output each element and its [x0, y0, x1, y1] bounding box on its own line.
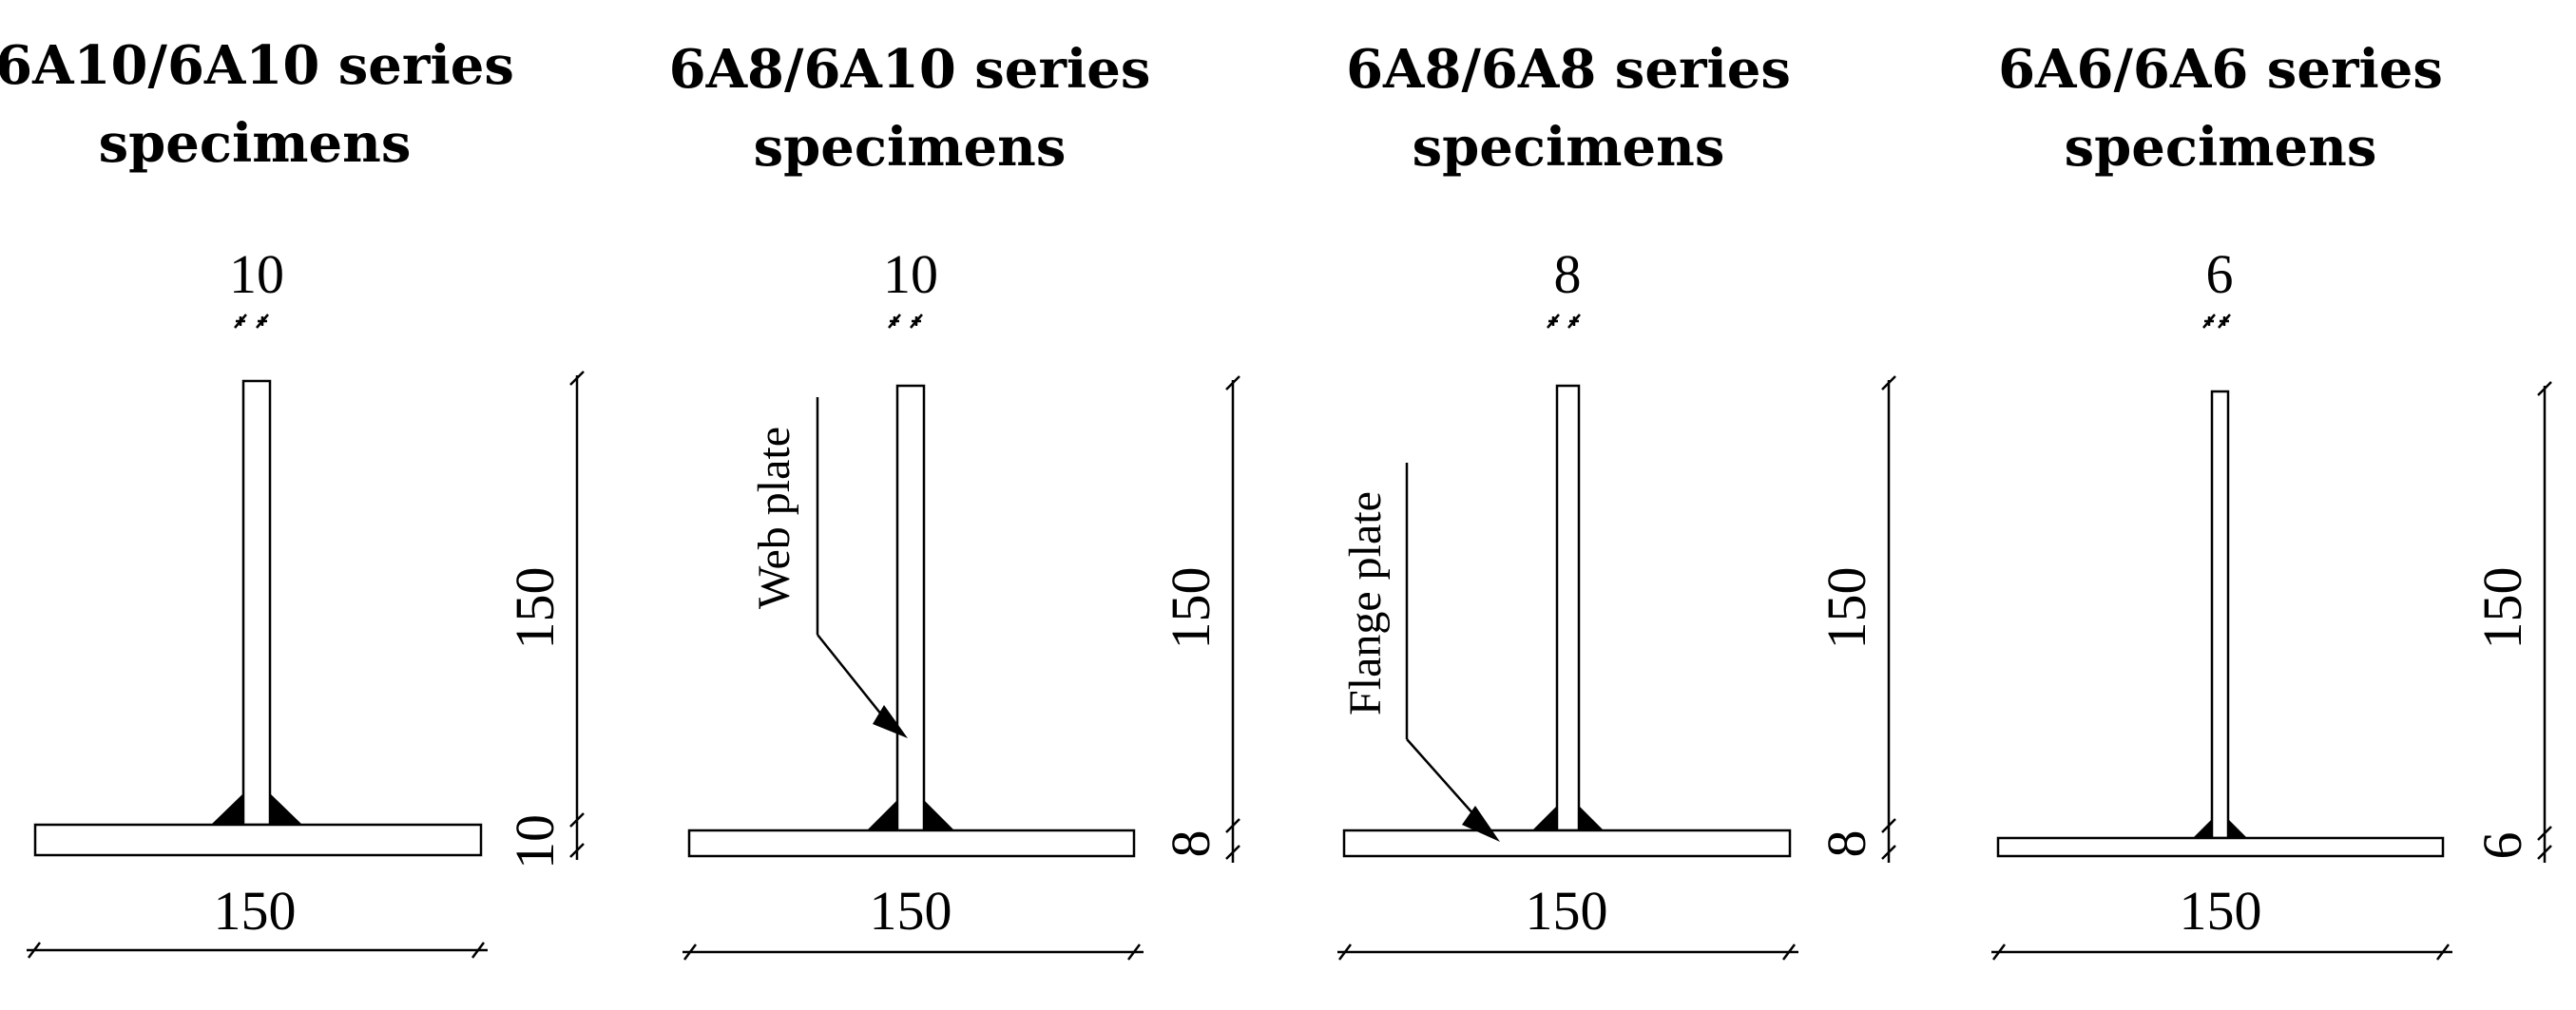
specimen-2: 6A8/6A10 series specimens 10 Web plate 1… — [669, 38, 1240, 961]
web-plate — [241, 379, 272, 827]
web-thickness-label: 10 — [229, 243, 284, 305]
flange-plate — [33, 823, 483, 857]
flange-width-dimension — [1337, 943, 1798, 961]
flange-thickness-label: 8 — [1816, 830, 1877, 858]
web-thickness-label: 6 — [2206, 243, 2234, 305]
web-height-dimension — [569, 371, 585, 860]
flange-width-dimension — [27, 942, 488, 959]
flange-plate — [1342, 829, 1792, 858]
web-thickness-ticks — [888, 314, 923, 329]
specimen-title-line2: specimens — [2065, 116, 2377, 179]
web-plate — [1555, 384, 1581, 832]
specimen-title-line1: 6A8/6A8 series — [1346, 38, 1791, 101]
weld-left — [211, 793, 243, 825]
weld-right — [270, 793, 302, 825]
specimen-3: 6A8/6A8 series specimens 8 Flange plate … — [1337, 38, 1896, 961]
specimen-title-line2: specimens — [99, 112, 412, 175]
specimen-4: 6A6/6A6 series specimens 6 150 6 150 — [1991, 38, 2552, 961]
flange-thickness-label: 8 — [1160, 830, 1221, 858]
flange-thickness-label: 10 — [504, 814, 566, 869]
web-plate — [2210, 390, 2230, 840]
specimen-1: 6A10/6A10 series specimens 10 150 10 150 — [0, 34, 585, 959]
web-plate — [895, 384, 926, 832]
web-height-label: 150 — [1160, 567, 1221, 650]
specimen-title-line1: 6A6/6A6 series — [1998, 38, 2443, 101]
specimen-title-line1: 6A8/6A10 series — [669, 38, 1151, 101]
specimen-title-line1: 6A10/6A10 series — [0, 34, 514, 97]
flange-width-label: 150 — [214, 880, 297, 942]
flange-width-label: 150 — [2180, 880, 2262, 942]
web-height-label: 150 — [2471, 567, 2533, 650]
web-plate-callout: Web plate — [749, 427, 799, 609]
weld-right — [924, 800, 954, 830]
weld-left — [1532, 806, 1557, 830]
weld-right — [2228, 819, 2247, 838]
flange-plate-leader — [1405, 463, 1500, 842]
weld-left — [867, 800, 897, 830]
flange-width-dimension — [1991, 943, 2452, 961]
weld-right — [1579, 806, 1604, 830]
web-thickness-ticks — [2202, 314, 2231, 329]
specimen-title-line2: specimens — [1413, 116, 1725, 179]
web-thickness-label: 8 — [1554, 243, 1582, 305]
web-height-dimension — [1881, 375, 1896, 863]
flange-width-dimension — [682, 943, 1144, 961]
web-thickness-ticks — [234, 314, 269, 329]
specimen-title-line2: specimens — [754, 116, 1067, 179]
flange-width-label: 150 — [870, 880, 952, 942]
flange-plate — [687, 829, 1136, 858]
web-height-dimension — [1225, 375, 1240, 863]
flange-plate-callout: Flange plate — [1340, 491, 1391, 715]
web-thickness-label: 10 — [883, 243, 938, 305]
web-thickness-ticks — [1547, 314, 1581, 329]
flange-plate — [1996, 836, 2445, 858]
web-plate-leader — [816, 397, 908, 738]
web-height-dimension — [2537, 381, 2552, 863]
web-height-label: 150 — [504, 567, 566, 650]
flange-width-label: 150 — [1526, 880, 1608, 942]
web-height-label: 150 — [1816, 567, 1877, 650]
weld-left — [2193, 819, 2212, 838]
flange-thickness-label: 6 — [2471, 832, 2533, 860]
